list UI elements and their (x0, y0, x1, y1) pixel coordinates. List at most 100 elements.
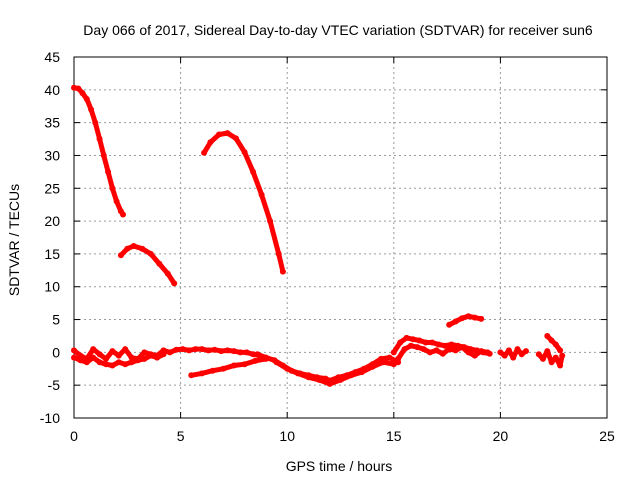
data-point (410, 336, 416, 343)
x-tick-label: 25 (599, 428, 615, 444)
x-tick-label: 5 (177, 428, 185, 444)
y-tick-label: 15 (44, 246, 60, 262)
data-point (237, 349, 244, 356)
data-point (439, 350, 446, 357)
series-cluster-5 (273, 359, 397, 387)
data-point (141, 355, 148, 362)
data-point (420, 346, 427, 353)
data-point (465, 349, 472, 356)
data-point (465, 313, 472, 320)
series-cluster-9 (535, 348, 566, 369)
plot-frame (73, 56, 608, 419)
data-point (79, 90, 86, 97)
y-tick-label: 45 (44, 49, 60, 65)
data-point (83, 96, 90, 102)
data-point (390, 349, 397, 356)
data-point (446, 346, 453, 353)
data-point (326, 380, 333, 387)
series-trace (391, 335, 493, 357)
data-point (501, 352, 508, 359)
series-trace (274, 359, 397, 387)
data-point (233, 135, 239, 142)
data-point (96, 359, 103, 366)
data-point (105, 168, 112, 175)
data-point (90, 354, 97, 361)
data-point (414, 344, 421, 351)
data-point (250, 168, 257, 175)
series-arc-1 (71, 84, 126, 218)
data-point (459, 344, 465, 351)
data-point (166, 349, 173, 356)
data-point (139, 245, 146, 252)
series-arc-4 (446, 313, 485, 328)
data-point (497, 349, 504, 356)
series-arc-3 (201, 130, 286, 275)
data-point (262, 354, 269, 361)
y-tick-label: 35 (44, 115, 60, 131)
data-point (294, 370, 301, 377)
data-point (544, 333, 551, 339)
data-point (186, 347, 193, 354)
data-point (71, 347, 77, 354)
data-point (198, 370, 205, 377)
data-point (395, 355, 402, 362)
y-tick-label: 10 (44, 279, 60, 295)
data-point (435, 341, 442, 348)
data-point (316, 376, 323, 383)
data-point (401, 346, 408, 353)
data-point (523, 348, 529, 355)
data-point (442, 342, 448, 349)
data-point (179, 346, 186, 353)
data-point (557, 362, 564, 369)
data-point (548, 337, 555, 344)
data-point (128, 359, 135, 366)
data-point (124, 245, 131, 252)
data-point (160, 351, 167, 358)
data-point (201, 149, 208, 156)
data-point (198, 346, 205, 353)
data-point (164, 270, 171, 277)
data-point (258, 191, 265, 198)
data-point (471, 314, 478, 321)
data-point (305, 374, 312, 381)
series-cluster-2 (71, 351, 167, 369)
data-point (211, 346, 218, 353)
data-point (403, 334, 410, 341)
data-point (369, 363, 376, 370)
data-point (96, 136, 103, 142)
data-point (115, 359, 122, 366)
data-point (505, 347, 512, 354)
data-point (397, 339, 404, 346)
data-point (173, 346, 180, 353)
data-point (559, 352, 566, 359)
data-point (77, 357, 84, 364)
data-point (544, 348, 551, 355)
data-point (433, 347, 440, 354)
x-tick-label: 10 (279, 428, 295, 444)
data-point (552, 341, 559, 348)
data-point (358, 369, 365, 376)
series-cluster-7 (395, 342, 491, 362)
data-point (100, 152, 107, 159)
grid (74, 57, 607, 418)
data-point (109, 362, 116, 369)
data-point (71, 354, 77, 361)
data-point (540, 355, 546, 362)
data-point (471, 352, 478, 359)
data-point (103, 355, 109, 362)
series-trace (118, 243, 177, 286)
data-point (88, 106, 95, 113)
y-tick-label: 40 (44, 82, 60, 98)
series-trace (71, 85, 126, 217)
data-point (96, 351, 103, 358)
data-point (141, 349, 148, 356)
data-point (90, 346, 97, 353)
data-point (117, 252, 124, 259)
data-point (390, 361, 397, 368)
data-point (216, 131, 222, 138)
data-point (207, 139, 214, 146)
data-point (250, 351, 257, 358)
data-point (518, 351, 525, 358)
x-axis-label: GPS time / hours (286, 458, 393, 474)
data-point (224, 130, 231, 137)
